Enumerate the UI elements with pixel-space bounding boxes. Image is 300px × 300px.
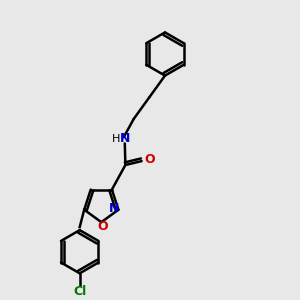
Text: O: O <box>97 220 108 233</box>
Text: H: H <box>112 134 120 144</box>
Text: N: N <box>109 202 119 215</box>
Text: O: O <box>145 153 155 166</box>
Text: N: N <box>120 132 130 146</box>
Text: Cl: Cl <box>73 285 86 298</box>
